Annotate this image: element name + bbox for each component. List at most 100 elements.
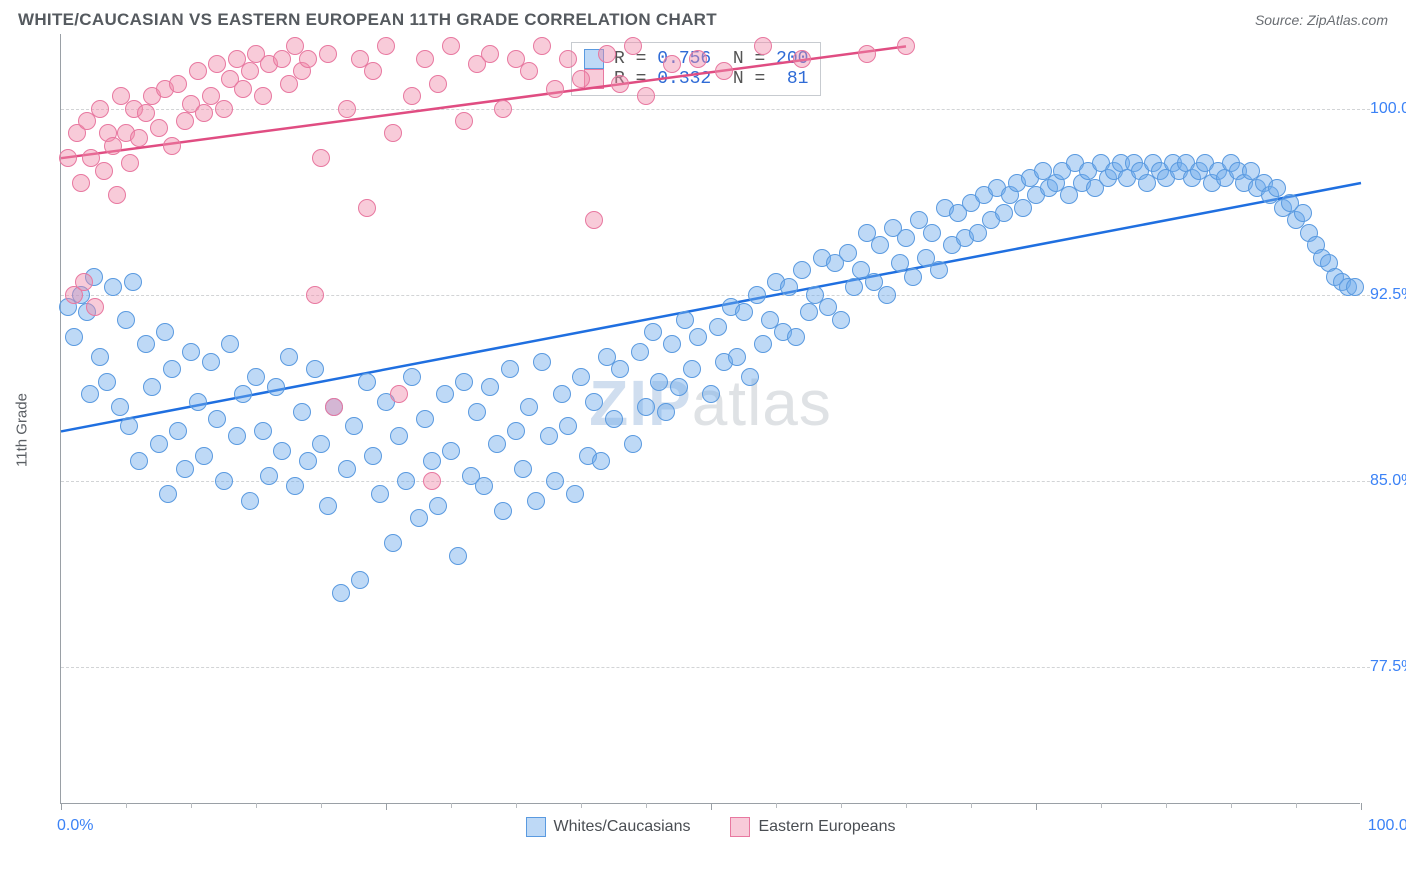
data-point xyxy=(95,162,113,180)
data-point xyxy=(319,45,337,63)
data-point xyxy=(410,509,428,527)
data-point xyxy=(468,403,486,421)
data-point xyxy=(657,403,675,421)
y-axis-label: 11th Grade xyxy=(14,393,31,467)
data-point xyxy=(611,75,629,93)
data-point xyxy=(858,45,876,63)
data-point xyxy=(260,467,278,485)
data-point xyxy=(429,497,447,515)
data-point xyxy=(143,378,161,396)
data-point xyxy=(338,100,356,118)
data-point xyxy=(1346,278,1364,296)
data-point xyxy=(319,497,337,515)
data-point xyxy=(65,328,83,346)
data-point xyxy=(254,422,272,440)
data-point xyxy=(397,472,415,490)
data-point xyxy=(832,311,850,329)
data-point xyxy=(306,286,324,304)
data-point xyxy=(403,87,421,105)
data-point xyxy=(371,485,389,503)
data-point xyxy=(384,534,402,552)
data-point xyxy=(169,422,187,440)
data-point xyxy=(709,318,727,336)
data-point xyxy=(176,112,194,130)
data-point xyxy=(81,385,99,403)
data-point xyxy=(299,50,317,68)
data-point xyxy=(559,50,577,68)
data-point xyxy=(481,45,499,63)
x-major-tick xyxy=(711,803,712,810)
data-point xyxy=(748,286,766,304)
data-point xyxy=(572,368,590,386)
data-point xyxy=(390,427,408,445)
chart-area: ZIPatlas R = 0.756 N = 200R = 0.332 N = … xyxy=(60,34,1386,804)
data-point xyxy=(637,87,655,105)
data-point xyxy=(377,37,395,55)
data-point xyxy=(715,62,733,80)
data-point xyxy=(384,124,402,142)
data-point xyxy=(72,174,90,192)
data-point xyxy=(117,311,135,329)
chart-title: WHITE/CAUCASIAN VS EASTERN EUROPEAN 11TH… xyxy=(18,10,717,30)
data-point xyxy=(215,100,233,118)
data-point xyxy=(169,75,187,93)
data-point xyxy=(59,149,77,167)
data-point xyxy=(793,50,811,68)
data-point xyxy=(514,460,532,478)
data-point xyxy=(338,460,356,478)
data-point xyxy=(631,343,649,361)
y-tick-label: 92.5% xyxy=(1370,286,1406,304)
data-point xyxy=(585,211,603,229)
data-point xyxy=(598,45,616,63)
data-point xyxy=(455,112,473,130)
data-point xyxy=(611,360,629,378)
x-major-tick xyxy=(1361,803,1362,810)
data-point xyxy=(741,368,759,386)
data-point xyxy=(221,335,239,353)
data-point xyxy=(137,335,155,353)
data-point xyxy=(358,199,376,217)
data-point xyxy=(605,410,623,428)
data-point xyxy=(475,477,493,495)
data-point xyxy=(403,368,421,386)
data-point xyxy=(91,348,109,366)
data-point xyxy=(182,343,200,361)
trend-lines-layer xyxy=(61,34,1361,804)
data-point xyxy=(559,417,577,435)
data-point xyxy=(650,373,668,391)
data-point xyxy=(871,236,889,254)
data-point xyxy=(267,378,285,396)
data-point xyxy=(241,492,259,510)
data-point xyxy=(358,373,376,391)
data-point xyxy=(546,472,564,490)
y-tick-label: 77.5% xyxy=(1370,658,1406,676)
legend-item: Eastern Europeans xyxy=(730,817,895,837)
data-point xyxy=(663,335,681,353)
data-point xyxy=(897,37,915,55)
y-tick-label: 85.0% xyxy=(1370,472,1406,490)
data-point xyxy=(75,273,93,291)
data-point xyxy=(624,37,642,55)
x-major-tick xyxy=(386,803,387,810)
bottom-legend: Whites/CaucasiansEastern Europeans xyxy=(61,817,1360,837)
data-point xyxy=(488,435,506,453)
data-point xyxy=(124,273,142,291)
data-point xyxy=(481,378,499,396)
data-point xyxy=(150,435,168,453)
data-point xyxy=(553,385,571,403)
legend-swatch xyxy=(526,817,546,837)
data-point xyxy=(533,353,551,371)
data-point xyxy=(312,435,330,453)
data-point xyxy=(520,398,538,416)
data-point xyxy=(689,328,707,346)
data-point xyxy=(163,360,181,378)
data-point xyxy=(176,460,194,478)
data-point xyxy=(234,385,252,403)
data-point xyxy=(215,472,233,490)
data-point xyxy=(624,435,642,453)
data-point xyxy=(728,348,746,366)
data-point xyxy=(208,410,226,428)
data-point xyxy=(254,87,272,105)
data-point xyxy=(273,442,291,460)
data-point xyxy=(533,37,551,55)
